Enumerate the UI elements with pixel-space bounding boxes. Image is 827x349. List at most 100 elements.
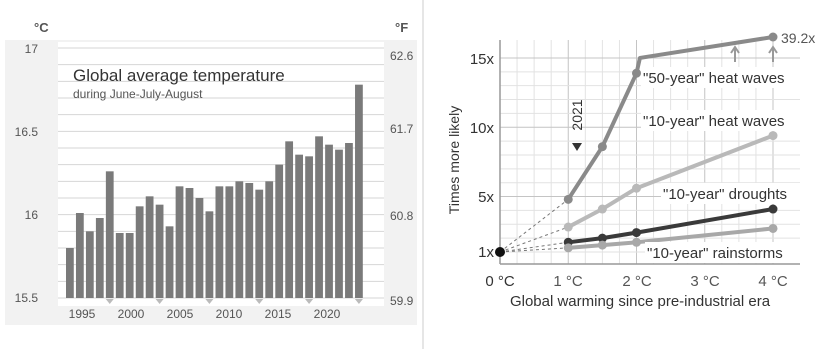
y-tick-left: 17 xyxy=(25,42,39,56)
data-point xyxy=(563,222,573,232)
bar xyxy=(295,154,304,298)
data-point xyxy=(597,142,607,152)
bar xyxy=(245,183,254,298)
x-tick-label: 2015 xyxy=(265,307,292,321)
bar xyxy=(75,213,84,298)
x-tick-label: 2 °C xyxy=(622,273,652,290)
data-point xyxy=(768,204,778,214)
x-tick-mark xyxy=(354,299,363,304)
bar xyxy=(205,211,214,298)
series-dashed-segment xyxy=(499,247,569,253)
x-tick-mark xyxy=(205,299,214,304)
top-value-label: 39.2x xyxy=(781,30,815,46)
label-bg xyxy=(641,110,807,131)
y-tick-left: 16 xyxy=(25,208,39,222)
chart-subtitle: during June-July-August xyxy=(73,87,203,101)
y-tick-label: 1x xyxy=(478,244,494,261)
x-tick-mark xyxy=(305,299,314,304)
y-tick-label: 10x xyxy=(470,120,495,137)
label-bg xyxy=(661,183,807,204)
bar xyxy=(66,248,74,298)
x-tick-label: 2005 xyxy=(167,307,194,321)
bar xyxy=(255,189,264,298)
label-bg xyxy=(645,242,807,263)
series-label: "10-year" droughts xyxy=(663,186,787,203)
right-unit-label: °F xyxy=(395,20,408,35)
bar xyxy=(135,206,144,298)
chart-title: Global average temperature xyxy=(73,66,285,85)
x-tick-mark xyxy=(255,299,264,304)
y-tick-left: 16.5 xyxy=(15,125,39,139)
bar xyxy=(155,204,164,298)
y-axis-title: Times more likely xyxy=(446,106,462,214)
x-tick-mark xyxy=(155,299,164,304)
bar xyxy=(305,156,313,298)
series-label: "10-year" rainstorms xyxy=(647,245,783,262)
up-arrow-icon xyxy=(730,45,740,62)
data-point xyxy=(632,228,641,238)
bar xyxy=(225,186,234,298)
bar xyxy=(195,198,204,298)
x-axis-title: Global warming since pre-industrial era xyxy=(510,293,771,310)
bar xyxy=(285,141,294,298)
bar xyxy=(235,181,244,298)
series-label: "10-year" heat waves xyxy=(643,113,785,130)
bar xyxy=(345,143,353,298)
label-bg xyxy=(641,67,807,88)
series-line xyxy=(567,133,774,229)
data-point xyxy=(563,194,573,204)
x-tick-label: 1995 xyxy=(69,307,96,321)
down-arrow-icon xyxy=(572,143,582,151)
y-tick-right: 60.8 xyxy=(390,209,414,223)
data-point xyxy=(597,204,607,214)
y-tick-right: 61.7 xyxy=(390,122,414,136)
data-point xyxy=(563,243,573,253)
series-line xyxy=(568,226,774,250)
data-point xyxy=(768,223,778,233)
up-arrow-icon xyxy=(768,45,778,62)
origin-point xyxy=(495,247,505,257)
bar xyxy=(145,196,154,298)
x-tick-label: 4 °C xyxy=(758,273,788,290)
y-tick-right: 59.9 xyxy=(390,294,414,308)
data-point xyxy=(768,131,778,141)
likelihood-line-chart: 15x 10x 5x 1x 0 °C 1 °C 2 °C 3 °C 4 °C G… xyxy=(446,30,815,310)
left-unit-label: °C xyxy=(34,20,49,35)
bar xyxy=(265,181,274,298)
year-annotation: 2021 xyxy=(569,99,585,130)
bar xyxy=(175,186,184,298)
bar xyxy=(335,149,343,298)
x-tick-label: 0 °C xyxy=(485,273,515,290)
bar xyxy=(325,144,333,298)
y-tick-left: 15.5 xyxy=(15,291,39,305)
bar xyxy=(85,231,94,298)
bar xyxy=(125,233,134,298)
y-tick-label: 5x xyxy=(478,189,494,206)
x-tick-label: 2010 xyxy=(216,307,243,321)
x-tick-label: 2020 xyxy=(314,307,341,321)
bar xyxy=(355,84,363,299)
x-tick-label: 1 °C xyxy=(553,273,583,290)
bar xyxy=(105,171,114,298)
series-dashed-segment xyxy=(499,198,569,253)
bar xyxy=(115,233,124,298)
data-point xyxy=(632,183,641,193)
data-point xyxy=(597,233,607,243)
bar xyxy=(315,136,323,298)
x-tick-label: 3 °C xyxy=(690,273,720,290)
x-tick-label: 2000 xyxy=(118,307,145,321)
bar xyxy=(215,186,224,298)
bar xyxy=(165,226,174,298)
data-point xyxy=(632,68,641,78)
y-tick-label: 15x xyxy=(470,51,495,68)
bar xyxy=(185,188,194,298)
series-dashed-segment xyxy=(499,226,569,253)
y-tick-right: 62.6 xyxy=(390,49,414,63)
data-point xyxy=(768,32,778,42)
temperature-bar-chart: °C °F 17 16.5 16 15.5 62.6 61.7 60.8 59.… xyxy=(5,20,417,325)
bar xyxy=(275,164,284,298)
data-point xyxy=(597,240,607,250)
bar xyxy=(95,218,104,298)
x-tick-mark xyxy=(105,299,114,304)
